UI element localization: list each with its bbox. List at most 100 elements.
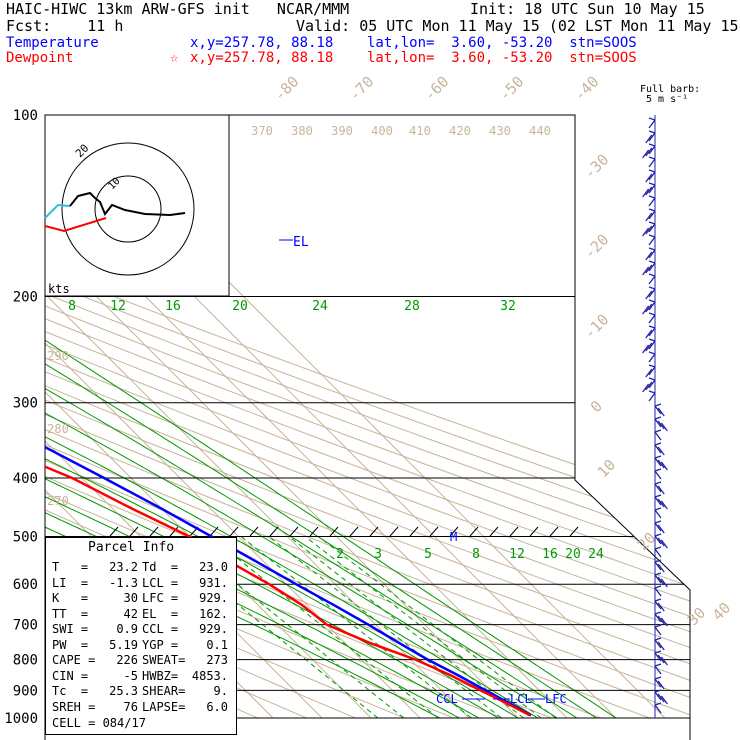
pressure-label-900: 900: [13, 683, 38, 699]
hatch-mark: [369, 526, 379, 537]
wind-barb-feather: [657, 615, 665, 625]
wind-barb-feather: [642, 188, 650, 198]
wind-barb-shaft: [654, 637, 662, 641]
mixing-ratio-label: 12: [110, 299, 126, 314]
wind-barb-feather: [657, 654, 665, 664]
wind-barb-feather: [654, 574, 662, 584]
wind-barb: [654, 624, 662, 636]
parcel-row-7-col-1: -5: [123, 668, 138, 683]
mixing-ratio-line: [304, 536, 542, 719]
isotherm-label: 10: [594, 456, 620, 482]
dry-adiabat: [45, 115, 690, 719]
wind-barb-feather: [645, 381, 653, 391]
wind-barb-feather: [654, 483, 662, 493]
el-label: EL: [293, 235, 309, 250]
theta-label: 400: [371, 124, 393, 138]
parcel-row-8-col-0: Tc =: [52, 684, 89, 698]
theta-label: 290: [47, 349, 69, 363]
mixing-ratio-label: 20: [232, 299, 248, 314]
wind-barb-feather: [648, 288, 656, 298]
wind-barb-feather: [648, 223, 656, 233]
wind-barb-feather: [657, 446, 665, 456]
parcel-row-6-col-2: SWEAT=: [142, 653, 186, 667]
mixing-ratio-label: 8: [472, 547, 480, 562]
wind-barb-feather: [654, 587, 662, 597]
wind-barb: [654, 403, 665, 417]
wind-barb-feather: [660, 617, 668, 627]
barb-legend-units: 5 m s⁻¹: [646, 94, 689, 105]
isotherm-label: -10: [581, 311, 613, 343]
dry-adiabat: [45, 115, 690, 719]
isotherm-label: -70: [346, 73, 378, 105]
wind-barb-feather: [654, 613, 662, 623]
wind-barb-shaft: [648, 286, 656, 290]
wind-barb-feather: [657, 459, 665, 469]
mixing-ratio-label: 24: [588, 547, 604, 562]
wind-barb: [642, 299, 656, 315]
wind-barb: [642, 338, 656, 354]
parcel-row-4-col-1: 0.9: [116, 622, 138, 636]
wind-barb-shaft: [654, 520, 662, 524]
wind-barb-shaft: [648, 390, 656, 394]
parcel-row-9-col-1: 76: [123, 699, 138, 714]
wind-barb-feather: [657, 641, 665, 651]
wind-barb-feather: [642, 344, 650, 354]
hodograph-lower: [44, 217, 107, 233]
hatch-mark: [229, 526, 239, 537]
wind-barb-shaft: [654, 442, 662, 446]
dry-adiabat: [45, 115, 690, 719]
wind-barb-feather: [657, 680, 665, 690]
wind-barb-feather: [645, 342, 653, 352]
wind-barb: [654, 676, 665, 690]
wind-barb-shaft: [648, 234, 656, 238]
parcel-row-1-col-0: LI =: [52, 575, 89, 590]
parcel-info-box: Parcel Info T = 23.2 Td = 23.0 LI = -1.3 LCL =…: [45, 537, 237, 735]
wind-barb-feather: [648, 210, 656, 220]
hatch-mark: [389, 526, 399, 537]
wind-barb: [645, 325, 656, 339]
wind-barb-feather: [657, 537, 665, 547]
lcl-label: LCL: [510, 692, 532, 706]
parcel-row-6-col-3: 273: [206, 653, 228, 667]
theta-label: 280: [47, 422, 69, 436]
m-label: M: [450, 530, 457, 544]
wind-barb-shaft: [654, 533, 662, 537]
wind-barb-shaft: [648, 169, 656, 173]
theta-label: 370: [251, 124, 273, 138]
ccl-label: CCL: [436, 692, 458, 706]
hatch-mark: [289, 526, 299, 537]
theta-label: 390: [331, 124, 353, 138]
wind-barb-feather: [648, 249, 656, 259]
wind-barb-shaft: [654, 416, 662, 420]
parcel-row-3-col-3: 162.: [199, 606, 228, 621]
parcel-row-2-col-2: LFC =: [142, 591, 179, 605]
mixing-ratio-label: 8: [68, 299, 76, 314]
mixing-ratio-label: 12: [509, 547, 525, 562]
wind-barb-feather: [648, 353, 656, 363]
parcel-row-0-col-2: Td =: [142, 560, 179, 574]
wind-barb-feather: [657, 407, 665, 417]
wind-barb: [654, 416, 668, 432]
wind-barb-feather: [648, 379, 656, 389]
wind-barb-feather: [648, 171, 656, 181]
wind-barb-feather: [645, 290, 653, 300]
wind-barb-feather: [648, 184, 656, 194]
lfc-label: LFC: [545, 692, 567, 706]
isotherm-label: -30: [581, 151, 613, 183]
isotherm-label: 0: [587, 397, 606, 416]
theta-label: 270: [47, 494, 69, 508]
theta-label: 420: [449, 124, 471, 138]
wind-barb: [654, 468, 662, 480]
wind-barb-shaft: [648, 208, 656, 212]
wind-barb-feather: [648, 197, 656, 207]
wind-barb-feather: [648, 314, 656, 324]
hatch-mark: [329, 526, 339, 537]
hatch-mark: [429, 526, 439, 537]
isotherm-label: 30: [684, 604, 710, 630]
isotherm-line: [45, 115, 372, 719]
hatch-mark: [249, 526, 259, 537]
wind-barb-shaft: [654, 494, 662, 498]
wind-barb-shaft: [648, 351, 656, 355]
wind-barb: [648, 117, 656, 129]
